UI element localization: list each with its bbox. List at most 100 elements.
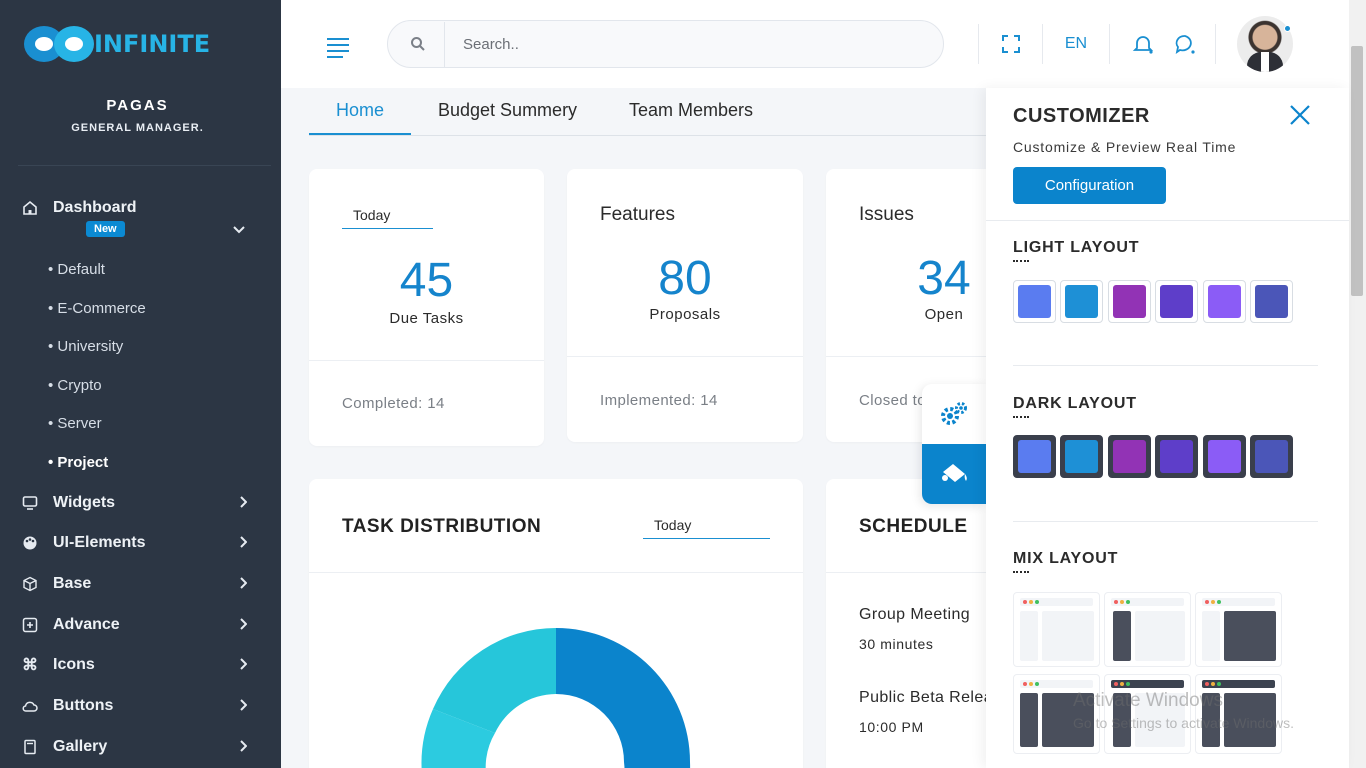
- light-swatch-2[interactable]: [1060, 280, 1103, 323]
- card-title: TASK DISTRIBUTION: [342, 516, 542, 537]
- sidebar-item-label: Buttons: [53, 697, 114, 714]
- period-select[interactable]: Today: [342, 207, 433, 229]
- dark-swatch-3[interactable]: [1108, 435, 1151, 478]
- sidebar-subitem-project[interactable]: • Project: [48, 454, 109, 471]
- brand-logo[interactable]: INFINITE: [24, 26, 210, 62]
- paint-bucket-icon[interactable]: [922, 444, 986, 504]
- card-divider: [826, 356, 1062, 357]
- tab-budget-summery[interactable]: Budget Summery: [438, 100, 578, 120]
- period-select[interactable]: Today: [643, 517, 770, 539]
- chevron-right-icon: [239, 739, 248, 755]
- bell-icon[interactable]: [1131, 30, 1155, 58]
- search-icon[interactable]: [410, 36, 426, 52]
- dark-swatch-6[interactable]: [1250, 435, 1293, 478]
- dark-swatch-1[interactable]: [1013, 435, 1056, 478]
- sidebar-item-gallery[interactable]: Gallery: [0, 729, 281, 765]
- monitor-icon: [22, 495, 38, 511]
- plus-square-icon: [22, 617, 38, 633]
- card-title: Issues: [859, 204, 914, 225]
- card-divider: [309, 360, 544, 361]
- card-title: Features: [600, 204, 675, 225]
- sidebar-item-label: Dashboard: [53, 199, 137, 216]
- mix-layout-option-2[interactable]: [1104, 592, 1191, 667]
- mix-layout-option-6[interactable]: [1195, 674, 1282, 754]
- settings-gears-icon[interactable]: [922, 384, 986, 444]
- dark-layout-heading: DARK LAYOUT: [1013, 395, 1137, 412]
- search-input[interactable]: [463, 33, 903, 55]
- brand-name: INFINITE: [94, 30, 211, 58]
- chevron-right-icon: [239, 535, 248, 551]
- chevron-down-icon[interactable]: [233, 222, 245, 240]
- fullscreen-icon[interactable]: [1000, 30, 1022, 58]
- light-layout-heading: LIGHT LAYOUT: [1013, 239, 1140, 256]
- schedule-event-time: 10:00 PM: [859, 719, 924, 735]
- schedule-event-time: 30 minutes: [859, 636, 934, 652]
- scrollbar-thumb[interactable]: [1351, 46, 1363, 296]
- chat-icon[interactable]: [1173, 30, 1197, 58]
- card-divider: [309, 572, 803, 573]
- dark-swatch-2[interactable]: [1060, 435, 1103, 478]
- due-tasks-value: 45: [399, 254, 454, 307]
- close-icon[interactable]: [1289, 104, 1311, 126]
- card-divider: [826, 572, 1062, 573]
- sidebar-item-widgets[interactable]: Widgets: [0, 485, 281, 521]
- page-scrollbar[interactable]: [1349, 0, 1366, 768]
- sidebar-item-label: Icons: [53, 656, 95, 673]
- tasks-card: Today 45 Due Tasks Completed: 14: [309, 169, 544, 446]
- sidebar-item-advance[interactable]: Advance: [0, 607, 281, 643]
- light-swatch-5[interactable]: [1203, 280, 1246, 323]
- features-card: Features 80 Proposals Implemented: 14: [567, 169, 803, 442]
- sidebar-subitem-default[interactable]: • Default: [48, 261, 105, 278]
- card-divider: [567, 356, 803, 357]
- sidebar-item-icons[interactable]: ⌘ Icons: [0, 647, 281, 683]
- top-header: EN: [281, 0, 1349, 88]
- sidebar-subitem-ecommerce[interactable]: • E-Commerce: [48, 300, 146, 317]
- section-divider: [986, 220, 1349, 221]
- sidebar-divider: [18, 165, 271, 166]
- light-swatch-3[interactable]: [1108, 280, 1151, 323]
- tab-home[interactable]: Home: [336, 100, 385, 120]
- header-divider: [1042, 24, 1043, 64]
- box-icon: [22, 576, 38, 592]
- windows-activation-text: Go to Settings to activate Windows.: [1073, 715, 1294, 731]
- customizer-subtitle: Customize & Preview Real Time: [1013, 139, 1237, 155]
- sidebar-subitem-university[interactable]: • University: [48, 338, 124, 355]
- section-divider: [1013, 365, 1318, 366]
- user-name: PAGAS: [106, 97, 169, 114]
- card-title: SCHEDULE: [859, 516, 968, 537]
- closed-text: Closed to: [859, 392, 926, 409]
- sidebar-item-dashboard[interactable]: Dashboard: [0, 190, 281, 226]
- due-tasks-label: Due Tasks: [389, 310, 464, 327]
- completed-text: Completed: 14: [342, 395, 445, 412]
- heading-underline: [1013, 260, 1029, 262]
- donut-chart: [421, 628, 691, 768]
- mix-layout-option-5[interactable]: [1104, 674, 1191, 754]
- hamburger-menu-icon[interactable]: [327, 38, 349, 62]
- header-divider: [1109, 24, 1110, 64]
- sidebar-item-base[interactable]: Base: [0, 566, 281, 602]
- mix-layout-option-1[interactable]: [1013, 592, 1100, 667]
- light-swatch-4[interactable]: [1155, 280, 1198, 323]
- search-divider: [444, 22, 445, 67]
- sidebar-item-ui-elements[interactable]: UI-Elements: [0, 525, 281, 561]
- mix-layout-option-3[interactable]: [1195, 592, 1282, 667]
- section-divider: [1013, 521, 1318, 522]
- dark-swatch-4[interactable]: [1155, 435, 1198, 478]
- light-swatch-1[interactable]: [1013, 280, 1056, 323]
- light-swatch-6[interactable]: [1250, 280, 1293, 323]
- open-issues-label: Open: [924, 306, 964, 323]
- avatar[interactable]: [1237, 16, 1293, 72]
- dark-swatch-5[interactable]: [1203, 435, 1246, 478]
- sidebar-subitem-server[interactable]: • Server: [48, 415, 102, 432]
- sidebar-item-buttons[interactable]: Buttons: [0, 688, 281, 724]
- chevron-right-icon: [239, 617, 248, 633]
- floating-toolbar: [922, 384, 986, 504]
- mix-layout-option-4[interactable]: [1013, 674, 1100, 754]
- configuration-button[interactable]: Configuration: [1013, 167, 1166, 204]
- sidebar-item-label: Gallery: [53, 738, 108, 755]
- tab-team-members[interactable]: Team Members: [629, 100, 754, 120]
- sidebar: INFINITE PAGAS GENERAL MANAGER. Dashboar…: [0, 0, 281, 768]
- header-divider: [978, 24, 979, 64]
- sidebar-subitem-crypto[interactable]: • Crypto: [48, 377, 102, 394]
- language-selector[interactable]: EN: [1064, 35, 1088, 52]
